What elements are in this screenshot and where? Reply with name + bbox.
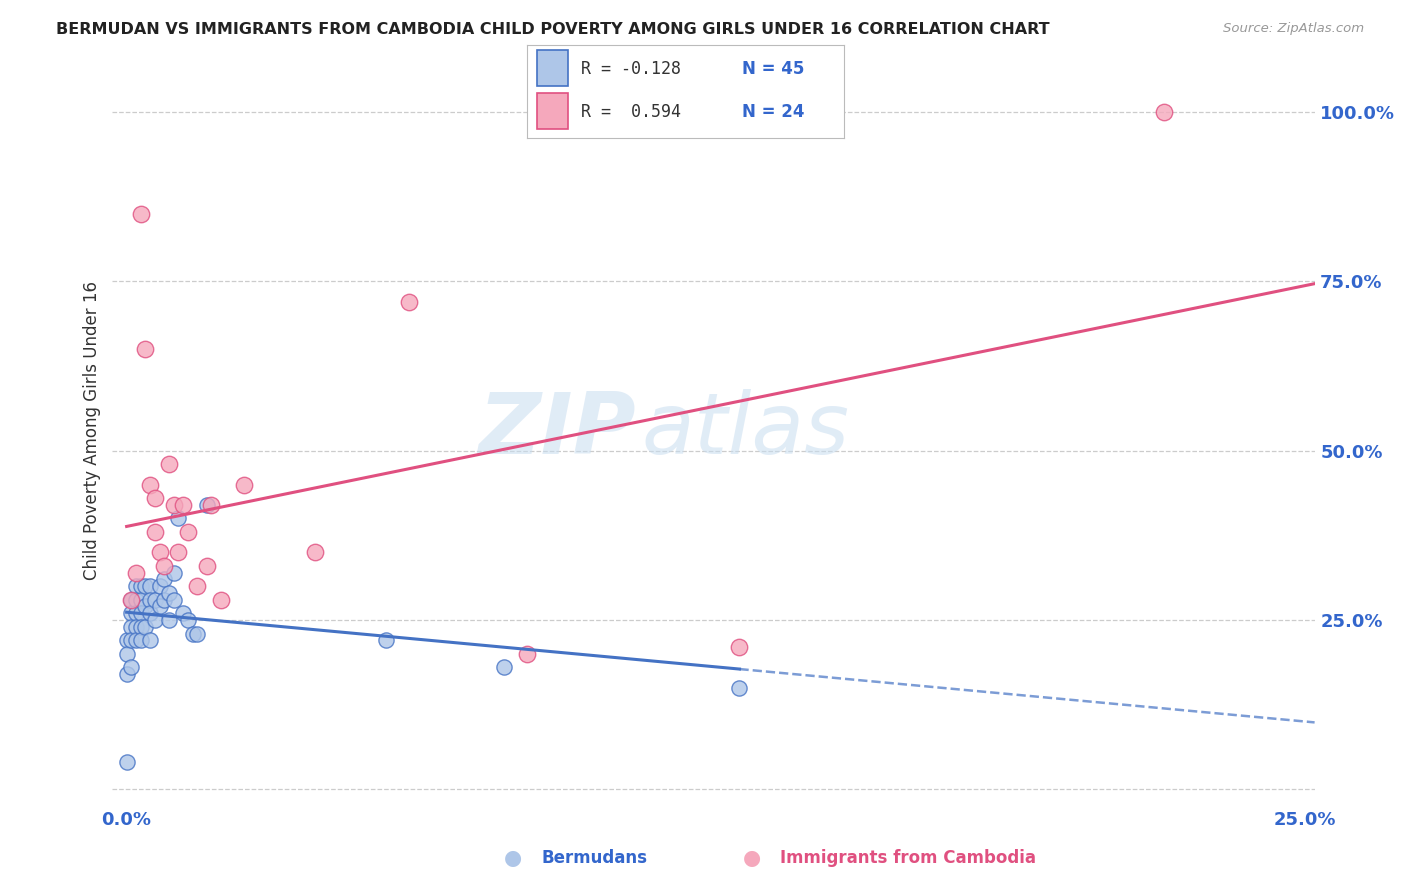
Point bbox=[115, 755, 138, 769]
Point bbox=[374, 633, 396, 648]
Point bbox=[129, 633, 152, 648]
Point bbox=[129, 620, 152, 634]
Text: ●: ● bbox=[505, 848, 522, 868]
Point bbox=[125, 620, 148, 634]
Point bbox=[149, 545, 172, 559]
Point bbox=[134, 342, 156, 356]
Point bbox=[177, 524, 200, 539]
Point bbox=[120, 592, 142, 607]
Point bbox=[153, 558, 176, 573]
Point bbox=[181, 626, 204, 640]
Point bbox=[304, 545, 326, 559]
Text: Bermudans: Bermudans bbox=[541, 849, 647, 867]
Point bbox=[134, 579, 156, 593]
Point bbox=[195, 498, 218, 512]
Point bbox=[186, 579, 208, 593]
Point bbox=[728, 681, 751, 695]
Point bbox=[139, 592, 162, 607]
Point bbox=[149, 599, 172, 614]
Point bbox=[134, 620, 156, 634]
Point bbox=[143, 613, 166, 627]
Point bbox=[398, 294, 420, 309]
Point bbox=[129, 207, 152, 221]
Point bbox=[139, 477, 162, 491]
Point bbox=[115, 647, 138, 661]
Point bbox=[157, 457, 180, 471]
Point bbox=[1153, 105, 1175, 120]
Text: atlas: atlas bbox=[641, 389, 849, 472]
Text: R = -0.128: R = -0.128 bbox=[581, 60, 681, 78]
Point bbox=[163, 566, 186, 580]
Point bbox=[120, 620, 142, 634]
Point bbox=[143, 592, 166, 607]
Bar bbox=[537, 50, 568, 86]
Text: ●: ● bbox=[744, 848, 761, 868]
Point bbox=[516, 647, 538, 661]
Text: Immigrants from Cambodia: Immigrants from Cambodia bbox=[780, 849, 1036, 867]
Point bbox=[163, 498, 186, 512]
Text: Source: ZipAtlas.com: Source: ZipAtlas.com bbox=[1223, 22, 1364, 36]
Point bbox=[125, 566, 148, 580]
Point bbox=[233, 477, 256, 491]
Point bbox=[120, 592, 142, 607]
Point bbox=[153, 592, 176, 607]
Point bbox=[120, 633, 142, 648]
Point bbox=[143, 524, 166, 539]
Point bbox=[115, 633, 138, 648]
Text: R =  0.594: R = 0.594 bbox=[581, 103, 681, 121]
Point bbox=[139, 579, 162, 593]
Point bbox=[195, 558, 218, 573]
Point bbox=[492, 660, 515, 674]
Point bbox=[125, 579, 148, 593]
Point bbox=[139, 633, 162, 648]
Point bbox=[129, 579, 152, 593]
Point bbox=[125, 592, 148, 607]
Point bbox=[209, 592, 232, 607]
Point bbox=[157, 586, 180, 600]
Point bbox=[139, 606, 162, 620]
Text: BERMUDAN VS IMMIGRANTS FROM CAMBODIA CHILD POVERTY AMONG GIRLS UNDER 16 CORRELAT: BERMUDAN VS IMMIGRANTS FROM CAMBODIA CHI… bbox=[56, 22, 1050, 37]
Point bbox=[125, 633, 148, 648]
Point bbox=[153, 573, 176, 587]
Point bbox=[120, 660, 142, 674]
Point bbox=[115, 667, 138, 681]
Point bbox=[167, 511, 190, 525]
Point bbox=[143, 491, 166, 505]
Point bbox=[125, 606, 148, 620]
Point bbox=[134, 599, 156, 614]
Point bbox=[149, 579, 172, 593]
Text: N = 45: N = 45 bbox=[742, 60, 804, 78]
Point bbox=[172, 606, 194, 620]
Point bbox=[200, 498, 222, 512]
Point bbox=[186, 626, 208, 640]
Point bbox=[163, 592, 186, 607]
Point bbox=[129, 606, 152, 620]
Point bbox=[167, 545, 190, 559]
Point bbox=[728, 640, 751, 654]
Text: N = 24: N = 24 bbox=[742, 103, 804, 121]
Point bbox=[172, 498, 194, 512]
Point bbox=[157, 613, 180, 627]
Point bbox=[120, 606, 142, 620]
Point bbox=[177, 613, 200, 627]
Y-axis label: Child Poverty Among Girls Under 16: Child Poverty Among Girls Under 16 bbox=[83, 281, 101, 580]
Text: ZIP: ZIP bbox=[478, 389, 636, 472]
Point bbox=[129, 592, 152, 607]
Bar bbox=[537, 94, 568, 129]
